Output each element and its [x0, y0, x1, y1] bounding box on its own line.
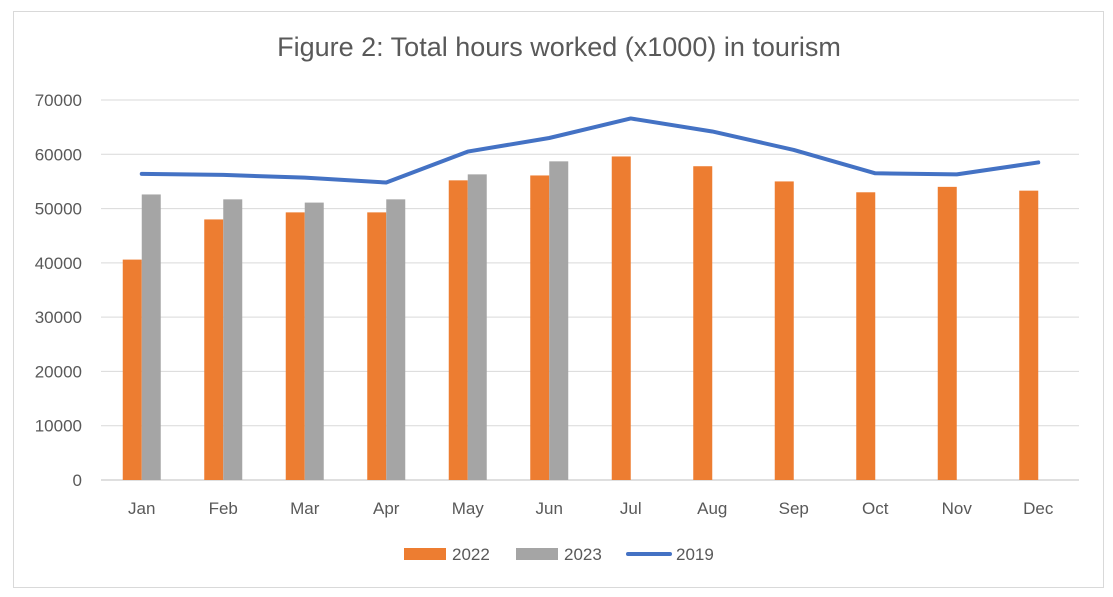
bar-2022-oct: [856, 192, 876, 481]
x-tick-label: Apr: [373, 499, 400, 518]
bar-2022-apr: [367, 212, 387, 480]
x-tick-label: Sep: [779, 499, 809, 518]
x-tick-label: Aug: [697, 499, 727, 518]
x-tick-label: Jan: [128, 499, 155, 518]
y-tick-label: 50000: [35, 200, 82, 219]
bar-2022-dec: [1019, 190, 1039, 480]
line-series-2019: [139, 116, 1041, 185]
y-tick-label: 0: [73, 471, 82, 490]
bar-2023-feb: [223, 199, 243, 481]
bar-2023-mar: [304, 202, 324, 480]
legend-label-2022: 2022: [452, 545, 490, 564]
x-tick-label: Jun: [536, 499, 563, 518]
bar-2023-jun: [549, 161, 569, 481]
legend-swatch-2023: [516, 548, 558, 560]
y-tick-label: 20000: [35, 362, 82, 381]
x-tick-label: Jul: [620, 499, 642, 518]
legend-label-2023: 2023: [564, 545, 602, 564]
bar-2022-jul: [611, 156, 631, 480]
x-tick-label: Mar: [290, 499, 320, 518]
chart-title: Figure 2: Total hours worked (x1000) in …: [277, 32, 841, 62]
bar-2022-aug: [693, 166, 713, 480]
y-tick-label: 60000: [35, 145, 82, 164]
y-tick-label: 30000: [35, 308, 82, 327]
y-tick-label: 10000: [35, 417, 82, 436]
bar-2022-jun: [530, 175, 550, 480]
y-tick-label: 70000: [35, 91, 82, 110]
x-tick-label: Feb: [209, 499, 238, 518]
x-tick-label: May: [452, 499, 485, 518]
bar-2022-sep: [774, 181, 794, 480]
bar-2022-mar: [285, 212, 305, 480]
y-tick-label: 40000: [35, 254, 82, 273]
bar-2022-feb: [204, 219, 224, 480]
bar-2023-may: [467, 174, 487, 480]
bar-2023-jan: [141, 194, 161, 480]
bar-2022-may: [448, 180, 468, 481]
legend-label-2019: 2019: [676, 545, 714, 564]
bar-2023-apr: [386, 199, 406, 481]
bar-2022-nov: [937, 186, 957, 480]
legend-swatch-2022: [404, 548, 446, 560]
x-tick-label: Nov: [942, 499, 973, 518]
x-tick-label: Dec: [1023, 499, 1054, 518]
x-tick-label: Oct: [862, 499, 889, 518]
bar-2022-jan: [122, 259, 142, 480]
